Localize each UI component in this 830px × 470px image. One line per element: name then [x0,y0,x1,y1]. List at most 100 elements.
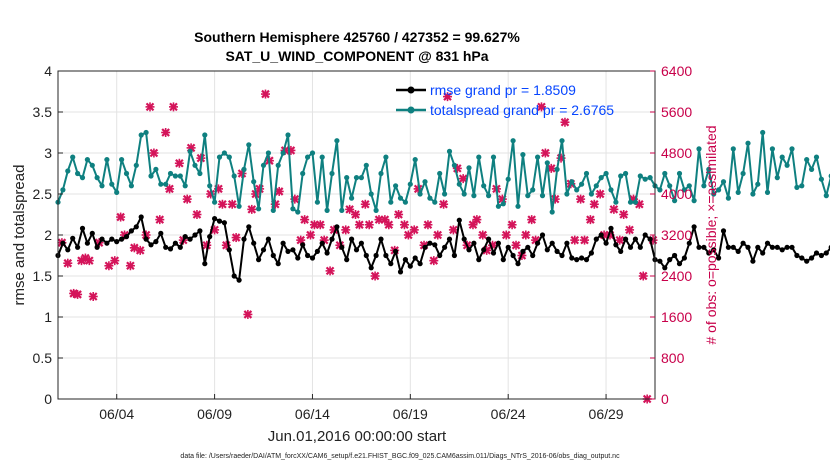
chart-title: Southern Hemisphere 425760 / 427352 = 99… [194,29,520,45]
totalspread-point [627,199,634,205]
rmse-point [627,244,634,250]
totalspread-point [569,179,575,185]
rmse-point [701,244,707,250]
rmse-point [329,236,335,242]
rmse-point [539,232,546,238]
rmse-point [456,217,462,223]
totalspread-point [368,191,374,197]
obs-marker [511,240,521,250]
totalspread-point [216,154,223,160]
obs-marker [507,220,517,230]
totalspread-point [466,165,472,171]
rmse-point [363,252,369,259]
totalspread-point [681,187,688,193]
totalspread-point [544,160,550,166]
totalspread-point [632,199,639,205]
obs-marker [439,199,449,209]
x-axis-label: Jun.01,2016 00:00:00 start [268,428,447,445]
y-axis-left: 0 0.5 1 1.5 2 2.5 3 3.5 4 [33,63,63,407]
totalspread-line [57,131,830,213]
obs-marker [478,230,488,240]
obs-marker [161,128,171,137]
rmse-point [216,218,223,224]
x-tick-label: 06/29 [589,406,624,422]
rmse-point [314,248,320,254]
rmse-point [143,236,149,242]
rmse-point [422,244,428,250]
totalspread-point [481,183,487,189]
rmse-point [461,236,467,242]
totalspread-point [163,181,169,187]
obs-marker [448,225,458,235]
totalspread-point [672,198,678,204]
totalspread-point [339,207,345,213]
rmse-point [119,236,125,242]
totalspread-point [593,183,599,189]
rmse-point [740,240,746,246]
totalspread-point [745,140,751,146]
totalspread-point [730,146,736,152]
rmse-point [505,244,511,250]
rmse-point [603,240,609,246]
totalspread-point [735,189,741,195]
totalspread-point [588,191,595,197]
rmse-point [764,240,771,246]
rmse-point [334,224,340,230]
totalspread-point [383,154,389,160]
obs-marker [63,258,73,268]
rmse-point [260,247,267,253]
totalspread-point [412,157,418,163]
rmse-point [197,228,203,234]
obs-marker [609,204,619,214]
rmse-point [182,234,188,240]
y-right-tick-label: 0 [661,391,669,407]
y-right-tick-label: 4800 [661,145,692,161]
totalspread-point [402,199,408,205]
totalspread-point [275,162,281,168]
totalspread-point [490,154,497,160]
rmse-point [481,247,487,253]
rmse-point [647,236,653,242]
totalspread-point [75,170,81,177]
totalspread-point [285,132,291,138]
obs-marker [110,256,120,266]
rmse-point [696,244,702,250]
rmse-point [593,236,599,242]
rmse-point [309,255,316,261]
rmse-point [109,236,115,242]
totalspread-point [495,203,501,209]
obs-marker [423,220,433,230]
rmse-point [706,250,712,256]
rmse-point [598,232,604,238]
rmse-point [544,247,550,253]
totalspread-point [226,154,232,160]
rmse-point [65,247,71,253]
totalspread-point [451,162,457,168]
rmse-point [510,252,516,259]
obs-marker [315,220,325,230]
rmse-point [89,230,95,236]
totalspread-point [696,146,702,152]
totalspread-point [794,184,800,190]
totalspread-point [236,203,242,209]
rmse-point [305,252,311,259]
totalspread-point [603,170,609,177]
rmse-point [402,257,408,263]
totalspread-point [613,199,619,205]
rmse-point [495,240,501,246]
obs-marker [589,199,599,209]
totalspread-point [114,189,120,195]
rmse-point [613,242,619,248]
totalspread-point [70,154,76,160]
obs-marker [247,204,257,214]
rmse-point [358,240,364,246]
rmse-point [642,232,648,238]
obs-marker [384,220,394,230]
obs-marker [104,261,114,271]
totalspread-point [153,166,159,172]
totalspread-point [623,170,629,177]
totalspread-point [515,203,521,209]
totalspread-point [353,175,360,181]
totalspread-point [329,170,335,177]
